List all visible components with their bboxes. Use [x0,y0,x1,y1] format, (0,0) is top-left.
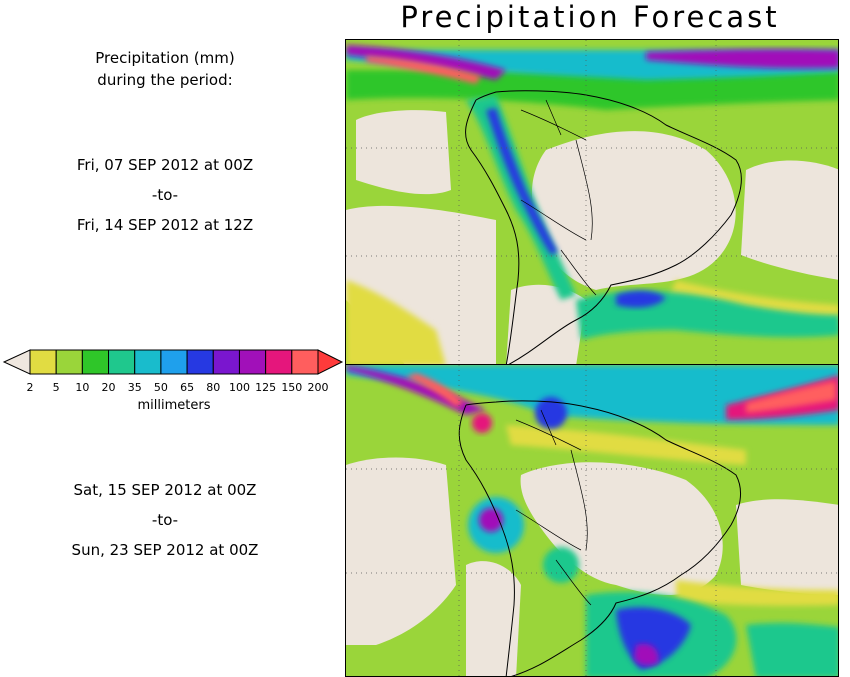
lat-lon-grid [346,365,838,676]
period-header: Precipitation (mm) during the period: [0,47,330,91]
legend-swatch [134,349,162,375]
precip-blue-amazon [535,397,567,429]
legend-swatch [55,349,83,375]
legend-tick-label: 10 [75,381,89,394]
coastline-south-america [458,400,742,676]
legend-swatch [212,349,240,375]
precip-purple-south [634,643,659,666]
header-line-1: Precipitation (mm) [95,49,235,67]
legend-swatch [291,349,319,375]
period-1-text: Fri, 07 SEP 2012 at 00Z -to- Fri, 14 SEP… [0,150,330,240]
legend-high-arrow [317,349,344,375]
legend-tick-label: 200 [308,381,329,394]
precip-teal-southeast [746,622,838,676]
map-period-1 [345,39,839,365]
legend-swatch [186,349,214,375]
legend-swatch [29,349,57,375]
color-legend: 2 5 10 20 35 50 65 80 100 125 150 200 [2,349,344,394]
period-2-text: Sat, 15 SEP 2012 at 00Z -to- Sun, 23 SEP… [0,475,330,565]
precip-blue-andes [486,108,558,255]
map-period-1-canvas [346,40,838,364]
land-dry-east-atlantic [741,160,838,280]
legend-tick-label: 35 [128,381,142,394]
legend-tick-label: 50 [154,381,168,394]
legend-swatch [265,349,293,375]
land-dry-brazil [531,131,736,290]
precip-magenta-ecuador [472,413,492,433]
legend-swatch [238,349,267,375]
period-2-end: Sun, 23 SEP 2012 at 00Z [71,541,259,559]
legend-swatch [81,349,110,375]
precip-red-northwest [406,373,464,407]
land-dry-argentina [506,284,586,364]
legend-tick-label: 65 [180,381,194,394]
period-2-start: Sat, 15 SEP 2012 at 00Z [73,481,257,499]
border-lines [520,99,597,296]
precip-yellow-band [506,425,746,465]
legend-tick-label: 100 [229,381,250,394]
period-2-separator: -to- [151,511,179,529]
legend-low-arrow [2,349,31,375]
legend-units: millimeters [137,398,211,413]
precip-cyan-north [346,365,838,425]
legend-tick-label: 2 [27,381,34,394]
precip-red-northwest [366,56,481,84]
precip-purple-north [346,45,506,80]
map-period-2 [345,364,839,677]
precip-purple-northeast [646,49,838,69]
precip-yellow-west [346,280,446,364]
period-1-separator: -to- [151,186,179,204]
legend-tick-label: 80 [206,381,220,394]
border-lines [515,409,592,606]
legend-tick-label: 5 [53,381,60,394]
land-dry-chile [466,561,521,676]
land-dry-north-pacific [356,110,451,195]
precip-red-northeast [746,381,836,413]
precip-blue-south-atlantic [616,290,666,308]
precip-purple-andes [479,508,503,532]
legend-tick-label: 150 [281,381,302,394]
precip-teal-chaco [543,547,579,583]
legend-tick-label: 20 [102,381,116,394]
legend-swatch [160,349,188,375]
period-1-start: Fri, 07 SEP 2012 at 00Z [76,156,254,174]
legend-tick-label: 125 [255,381,276,394]
coastline-south-america [465,90,742,364]
legend-swatch [108,349,136,375]
map-period-2-canvas [346,365,838,676]
land-dry-pacific [346,457,456,645]
period-1-end: Fri, 14 SEP 2012 at 12Z [76,216,254,234]
header-line-2: during the period: [97,71,233,89]
precip-yellow-south [676,580,838,606]
land-dry-east-atlantic [736,499,838,595]
page-title: Precipitation Forecast [400,0,780,34]
